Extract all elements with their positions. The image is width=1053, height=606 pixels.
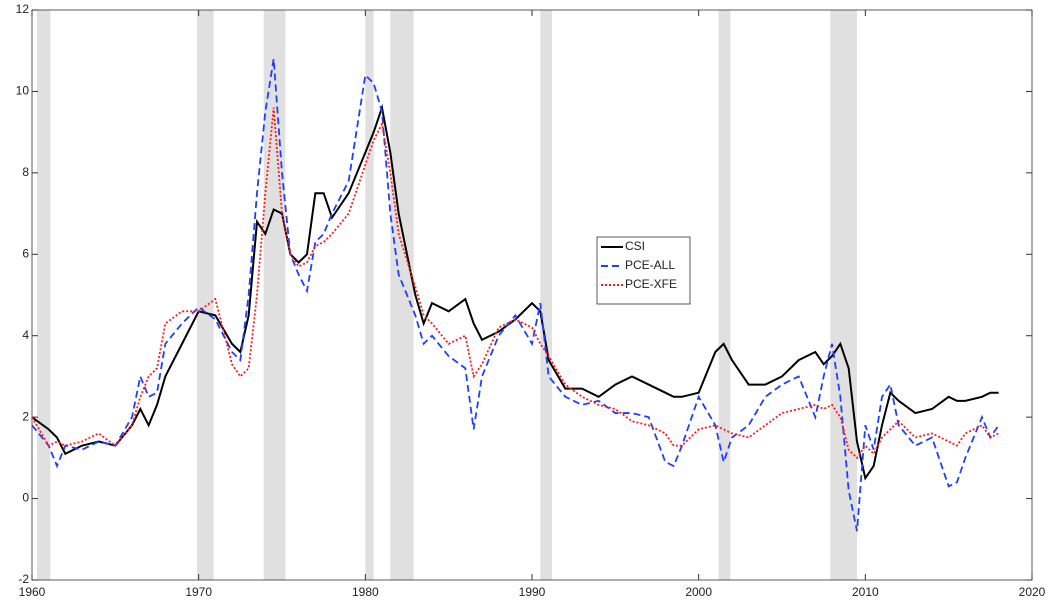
shaded-period <box>37 10 51 580</box>
y-tick-label: -2 <box>18 572 29 586</box>
x-tick-label: 1970 <box>185 585 212 599</box>
y-tick-label: 0 <box>22 491 29 505</box>
y-tick-label: 10 <box>16 84 30 98</box>
plot-frame <box>31 9 1033 581</box>
y-tick-label: 8 <box>22 165 29 179</box>
y-tick-label: 4 <box>22 328 29 342</box>
x-tick-label: 2010 <box>852 585 879 599</box>
legend: CSI PCE-ALL PCE-XFE <box>596 236 691 305</box>
shaded-period <box>540 10 552 580</box>
shaded-period <box>830 10 857 580</box>
x-tick-label: 2000 <box>685 585 712 599</box>
x-tick-label: 2020 <box>1019 585 1046 599</box>
series-line <box>31 103 999 481</box>
shaded-period <box>197 10 214 580</box>
shaded-period <box>365 10 374 580</box>
y-tick-label: 12 <box>16 2 30 16</box>
shaded-period <box>263 10 286 580</box>
legend-label: PCE-XFE <box>625 277 677 291</box>
shaded-period <box>390 10 414 580</box>
legend-box <box>596 236 691 305</box>
x-tick-label: 1990 <box>519 585 546 599</box>
y-tick-label: 2 <box>22 409 29 423</box>
x-tick-label: 1980 <box>352 585 379 599</box>
x-tick-label: 1960 <box>19 585 46 599</box>
y-tick-label: 6 <box>22 246 29 260</box>
legend-label: CSI <box>625 239 645 253</box>
legend-label: PCE-ALL <box>625 258 675 272</box>
shaded-period <box>718 10 731 580</box>
